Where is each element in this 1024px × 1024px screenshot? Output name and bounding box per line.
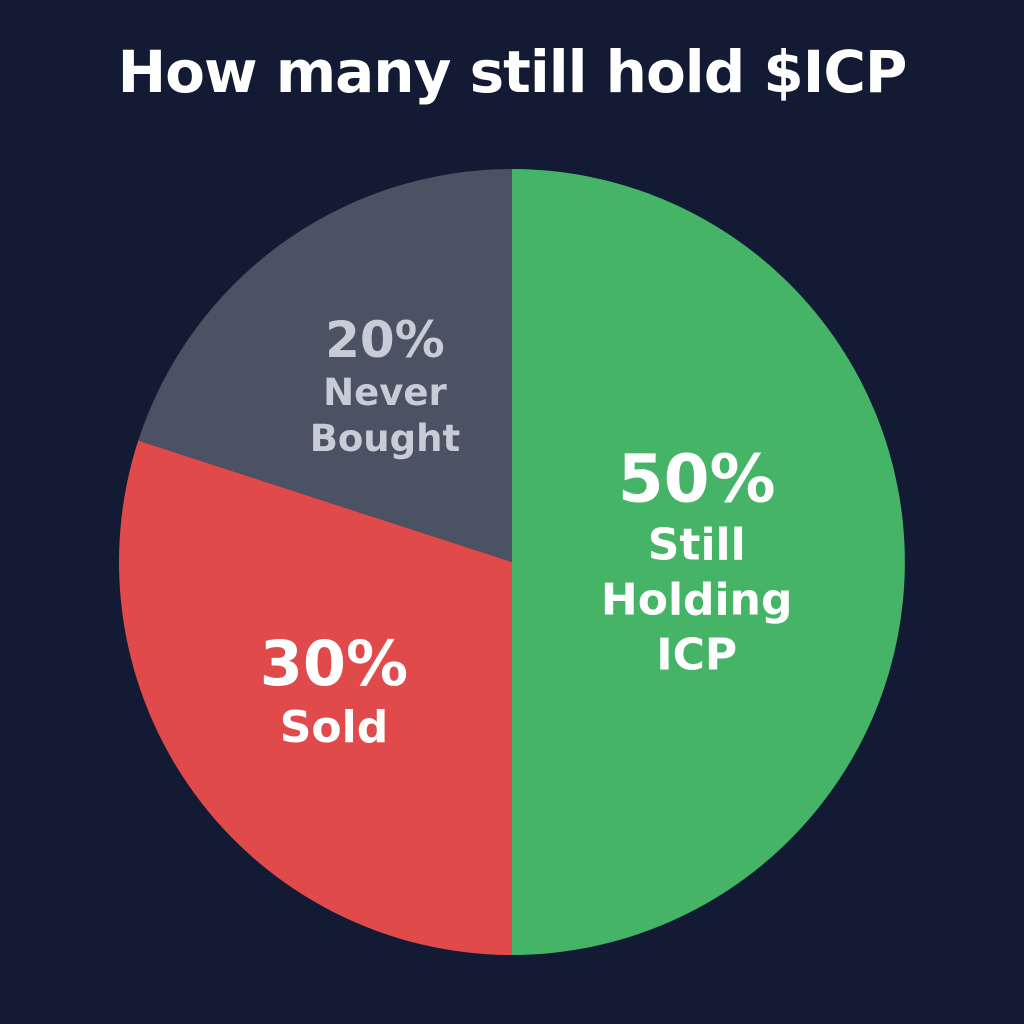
category-label: Never Bought	[309, 370, 461, 460]
category-label: Still Holding ICP	[600, 519, 793, 681]
slice-label: 50% Still Holding ICP	[582, 440, 812, 683]
value-label: 50%	[617, 440, 776, 518]
pie-slice	[512, 169, 905, 955]
pie-slice	[119, 440, 513, 955]
category-label: Sold	[279, 701, 389, 753]
slice-label: 20% Never Bought	[300, 312, 470, 462]
value-label: 30%	[259, 627, 409, 701]
chart-title: How many still hold $ICP	[117, 38, 908, 106]
slice-label: 30% Sold	[234, 628, 434, 754]
value-label: 20%	[325, 311, 445, 370]
pie-slice	[138, 169, 512, 562]
